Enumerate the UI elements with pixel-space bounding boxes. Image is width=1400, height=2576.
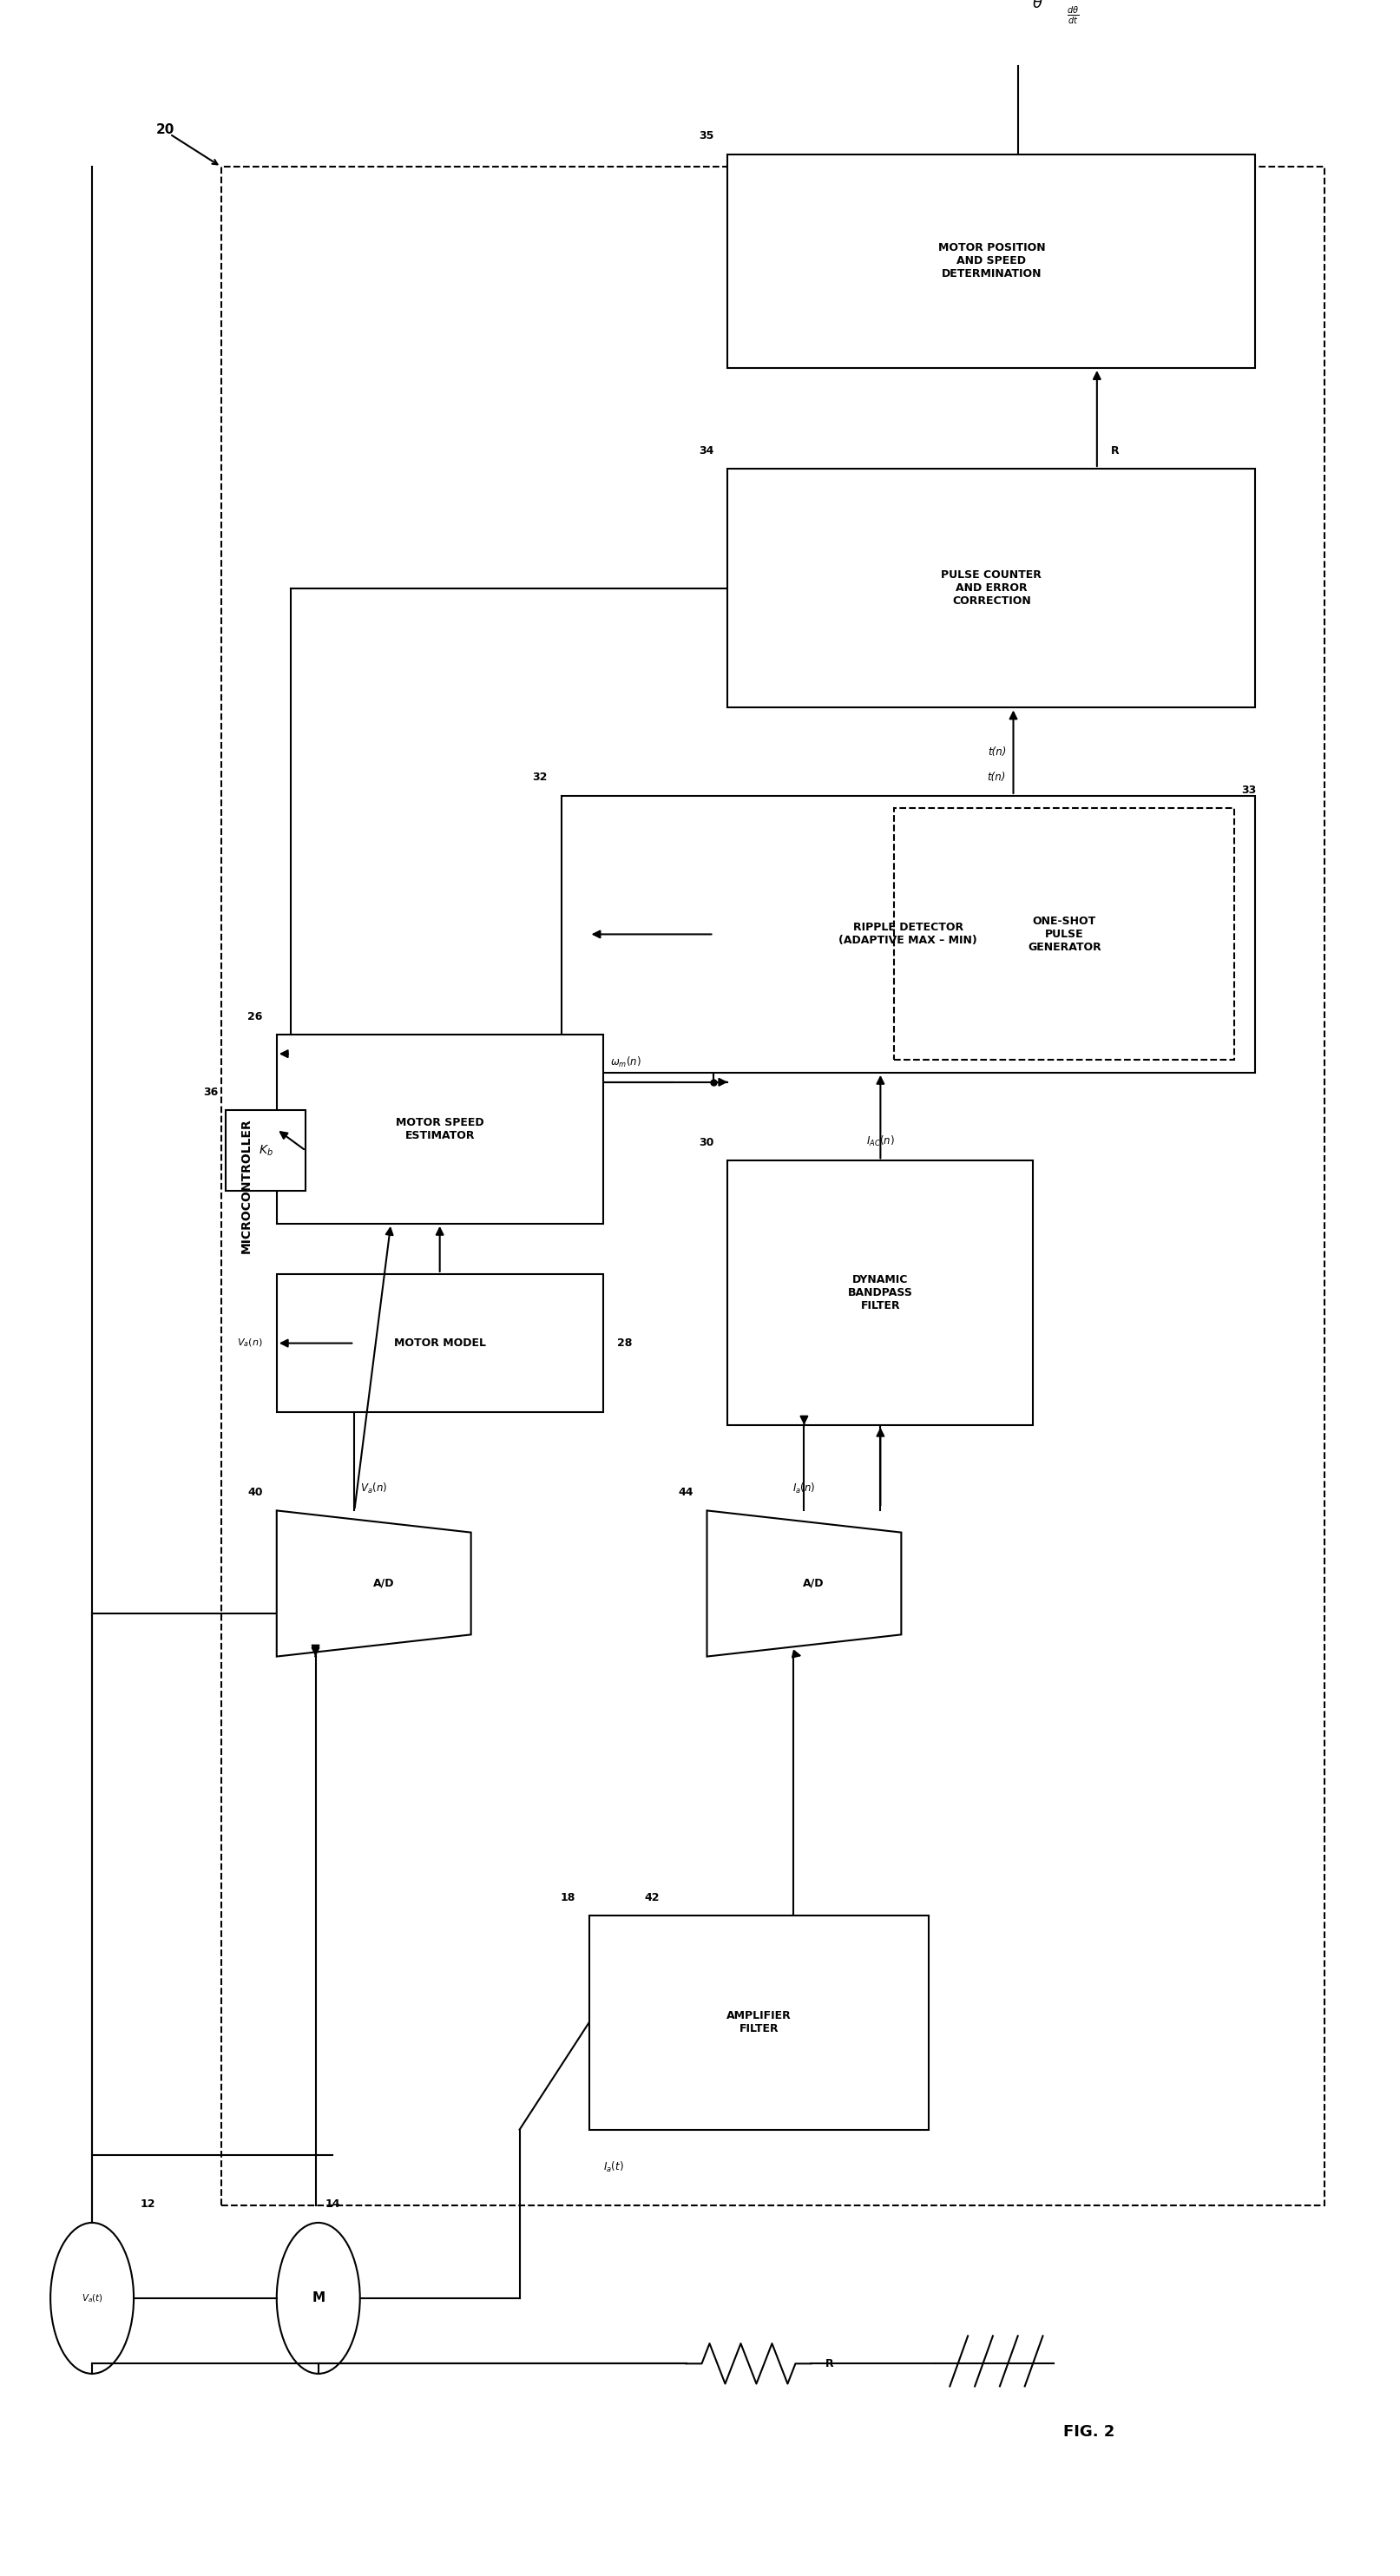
Text: FIG. 2: FIG. 2 (1063, 2424, 1114, 2439)
Text: 20: 20 (155, 124, 175, 137)
Text: 34: 34 (699, 446, 714, 456)
Text: $V_a(n)$: $V_a(n)$ (360, 1481, 388, 1497)
Text: 14: 14 (325, 2200, 340, 2210)
Text: $I_a(t)$: $I_a(t)$ (603, 2159, 623, 2174)
Bar (895, 809, 1235, 1061)
Text: MOTOR POSITION
AND SPEED
DETERMINATION: MOTOR POSITION AND SPEED DETERMINATION (938, 242, 1046, 281)
Text: MOTOR MODEL: MOTOR MODEL (393, 1337, 486, 1350)
Text: 42: 42 (644, 1891, 659, 1904)
Text: DYNAMIC
BANDPASS
FILTER: DYNAMIC BANDPASS FILTER (848, 1275, 913, 1311)
Bar (728, 155, 1256, 368)
Text: $V_a(n)$: $V_a(n)$ (237, 1337, 263, 1350)
Bar (561, 796, 1256, 1072)
Bar (225, 1110, 305, 1190)
Bar (728, 469, 1256, 708)
Bar (728, 1162, 1033, 1425)
Text: 32: 32 (532, 773, 547, 783)
Text: 26: 26 (248, 1010, 263, 1023)
Bar (221, 167, 1324, 2205)
Text: PULSE COUNTER
AND ERROR
CORRECTION: PULSE COUNTER AND ERROR CORRECTION (941, 569, 1042, 608)
Bar (277, 1036, 603, 1224)
Bar (589, 1917, 930, 2130)
Text: t(n): t(n) (987, 773, 1005, 783)
Text: $I_a(n)$: $I_a(n)$ (792, 1481, 816, 1497)
Polygon shape (707, 1510, 902, 1656)
Text: AMPLIFIER
FILTER: AMPLIFIER FILTER (727, 2009, 791, 2035)
Text: M: M (312, 2293, 325, 2306)
Text: R: R (1110, 446, 1119, 456)
Text: $\theta$: $\theta$ (1032, 0, 1043, 10)
Text: 33: 33 (1242, 786, 1256, 796)
Bar (277, 1275, 603, 1412)
Text: $\frac{d\theta}{dt}$: $\frac{d\theta}{dt}$ (1067, 5, 1078, 26)
Text: 36: 36 (203, 1087, 218, 1097)
Text: $I_{AC}(n)$: $I_{AC}(n)$ (867, 1133, 895, 1149)
Polygon shape (277, 1510, 470, 1656)
Text: $V_a(t)$: $V_a(t)$ (81, 2293, 104, 2303)
Text: 40: 40 (248, 1486, 263, 1499)
Text: 12: 12 (140, 2200, 155, 2210)
Text: A/D: A/D (804, 1579, 825, 1589)
Text: 44: 44 (678, 1486, 693, 1499)
Text: RIPPLE DETECTOR
(ADAPTIVE MAX – MIN): RIPPLE DETECTOR (ADAPTIVE MAX – MIN) (839, 922, 977, 945)
Text: MICROCONTROLLER: MICROCONTROLLER (239, 1118, 252, 1255)
Text: 35: 35 (699, 131, 714, 142)
Text: ONE-SHOT
PULSE
GENERATOR: ONE-SHOT PULSE GENERATOR (1028, 914, 1102, 953)
Text: 30: 30 (699, 1136, 714, 1149)
Text: A/D: A/D (372, 1579, 395, 1589)
Text: t(n): t(n) (988, 747, 1007, 757)
Text: 28: 28 (617, 1337, 631, 1350)
Text: $K_b$: $K_b$ (258, 1144, 273, 1157)
Text: 18: 18 (560, 1891, 575, 1904)
Text: R: R (825, 2357, 833, 2370)
Text: $\omega_m(n)$: $\omega_m(n)$ (610, 1056, 641, 1069)
Text: MOTOR SPEED
ESTIMATOR: MOTOR SPEED ESTIMATOR (396, 1118, 484, 1141)
